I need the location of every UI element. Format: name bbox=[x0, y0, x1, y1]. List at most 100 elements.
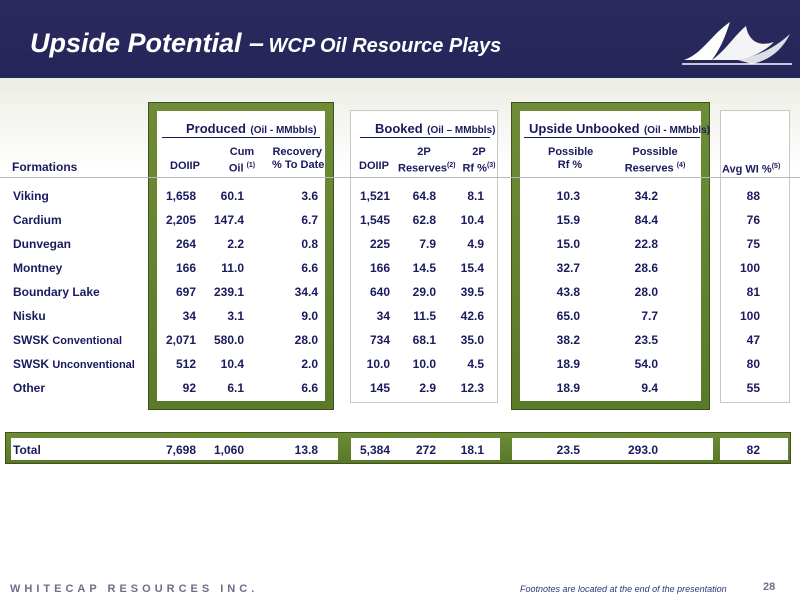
page-title: Upside Potential – WCP Oil Resource Play… bbox=[30, 28, 501, 59]
formation-name: SWSK Unconventional bbox=[13, 357, 135, 371]
recovery-cell: 34.4 bbox=[294, 285, 318, 299]
col-recovery: Recovery % To Date bbox=[272, 146, 325, 171]
recovery-cell: 3.6 bbox=[301, 189, 318, 203]
doiip-cell: 2,205 bbox=[165, 213, 196, 227]
doiip-cell: 34 bbox=[182, 309, 196, 323]
cum-oil-cell: 60.1 bbox=[220, 189, 244, 203]
avg-wi-cell: 81 bbox=[746, 285, 760, 299]
avg-wi-cell: 100 bbox=[739, 261, 760, 275]
possible-rf-cell: 15.9 bbox=[556, 213, 580, 227]
produced-header: Produced (Oil - MMbbls) bbox=[186, 121, 317, 136]
total-recovery: 13.8 bbox=[294, 443, 318, 457]
doiip-cell: 1,658 bbox=[165, 189, 196, 203]
booked-doiip-cell: 1,545 bbox=[359, 213, 390, 227]
formation-name: SWSK Conventional bbox=[13, 333, 123, 347]
possible-rf-cell: 43.8 bbox=[556, 285, 580, 299]
total-possible-rf: 23.5 bbox=[556, 443, 580, 457]
avg-wi-cell: 76 bbox=[746, 213, 760, 227]
cum-oil-cell: 580.0 bbox=[213, 333, 244, 347]
cum-oil-cell: 147.4 bbox=[213, 213, 244, 227]
doiip-cell: 697 bbox=[175, 285, 196, 299]
formation-name: Boundary Lake bbox=[13, 285, 100, 299]
possible-rf-cell: 38.2 bbox=[556, 333, 580, 347]
total-label: Total bbox=[13, 443, 41, 457]
possible-rf-cell: 10.3 bbox=[556, 189, 580, 203]
rf-2p-cell: 12.3 bbox=[460, 381, 484, 395]
possible-reserves-cell: 54.0 bbox=[634, 357, 658, 371]
rf-2p-cell: 4.9 bbox=[467, 237, 484, 251]
total-2p-reserves: 272 bbox=[415, 443, 436, 457]
recovery-cell: 6.6 bbox=[301, 261, 318, 275]
rf-2p-cell: 10.4 bbox=[460, 213, 484, 227]
reserves-2p-cell: 7.9 bbox=[419, 237, 436, 251]
upside-header: Upside Unbooked (Oil - MMbbls) bbox=[529, 121, 711, 136]
possible-reserves-cell: 7.7 bbox=[641, 309, 658, 323]
total-2p-rf: 18.1 bbox=[460, 443, 484, 457]
formation-name: Nisku bbox=[13, 309, 46, 323]
doiip-cell: 92 bbox=[182, 381, 196, 395]
avg-wi-cell: 75 bbox=[746, 237, 760, 251]
possible-reserves-cell: 28.0 bbox=[634, 285, 658, 299]
produced-panel bbox=[148, 102, 334, 410]
booked-doiip-cell: 640 bbox=[369, 285, 390, 299]
recovery-cell: 6.7 bbox=[301, 213, 318, 227]
booked-doiip-cell: 10.0 bbox=[366, 357, 390, 371]
avg-wi-cell: 55 bbox=[746, 381, 760, 395]
col-cum-oil: Cum Oil (1) bbox=[228, 146, 256, 175]
formation-name: Dunvegan bbox=[13, 237, 72, 251]
avg-wi-cell: 88 bbox=[746, 189, 760, 203]
total-row bbox=[5, 432, 791, 464]
possible-rf-cell: 18.9 bbox=[556, 357, 580, 371]
formations-header: Formations bbox=[12, 160, 78, 174]
booked-header: Booked (Oil – MMbbls) bbox=[375, 121, 496, 136]
doiip-cell: 2,071 bbox=[165, 333, 196, 347]
booked-doiip-cell: 34 bbox=[376, 309, 390, 323]
produced-underline bbox=[162, 137, 320, 138]
rf-2p-cell: 8.1 bbox=[467, 189, 484, 203]
possible-reserves-cell: 23.5 bbox=[634, 333, 658, 347]
avg-wi-cell: 100 bbox=[739, 309, 760, 323]
reserves-2p-cell: 64.8 bbox=[412, 189, 436, 203]
cum-oil-cell: 239.1 bbox=[213, 285, 244, 299]
reserves-2p-cell: 11.5 bbox=[413, 309, 436, 323]
cum-oil-cell: 11.0 bbox=[221, 261, 244, 275]
title-banner: Upside Potential – WCP Oil Resource Play… bbox=[0, 0, 800, 78]
possible-reserves-cell: 84.4 bbox=[634, 213, 658, 227]
doiip-cell: 512 bbox=[175, 357, 196, 371]
col-possible-reserves: Possible Reserves (4) bbox=[624, 146, 686, 175]
formation-name: Other bbox=[13, 381, 46, 395]
col-possible-rf: Possible Rf % bbox=[548, 146, 594, 171]
col-avg-wi: Avg WI %(5) bbox=[722, 163, 781, 176]
possible-rf-cell: 18.9 bbox=[556, 381, 580, 395]
page-number: 28 bbox=[763, 581, 776, 593]
col-doiip-booked: DOIIP bbox=[359, 160, 389, 172]
possible-reserves-cell: 28.6 bbox=[634, 261, 658, 275]
rf-2p-cell: 15.4 bbox=[460, 261, 484, 275]
col-doiip-produced: DOIIP bbox=[170, 160, 200, 172]
doiip-cell: 166 bbox=[175, 261, 196, 275]
reserves-2p-cell: 62.8 bbox=[412, 213, 436, 227]
possible-rf-cell: 65.0 bbox=[556, 309, 580, 323]
total-possible-reserves: 293.0 bbox=[627, 443, 658, 457]
total-doiip: 7,698 bbox=[165, 443, 196, 457]
reserves-2p-cell: 10.0 bbox=[412, 357, 436, 371]
possible-reserves-cell: 22.8 bbox=[634, 237, 658, 251]
reserves-2p-cell: 68.1 bbox=[412, 333, 436, 347]
booked-panel bbox=[350, 110, 498, 403]
rf-2p-cell: 42.6 bbox=[460, 309, 484, 323]
reserves-2p-cell: 2.9 bbox=[419, 381, 436, 395]
rf-2p-cell: 4.5 bbox=[467, 357, 484, 371]
cum-oil-cell: 10.4 bbox=[220, 357, 244, 371]
possible-rf-cell: 15.0 bbox=[556, 237, 580, 251]
recovery-cell: 6.6 bbox=[301, 381, 318, 395]
col-2p-rf: 2P Rf %(3) bbox=[462, 146, 496, 175]
rf-2p-cell: 39.5 bbox=[460, 285, 484, 299]
recovery-cell: 28.0 bbox=[294, 333, 318, 347]
page-title-main: Upside Potential – bbox=[30, 28, 265, 58]
col-2p-reserves: 2P Reserves(2) bbox=[398, 146, 456, 175]
page-title-sub: WCP Oil Resource Plays bbox=[268, 35, 502, 57]
possible-rf-cell: 32.7 bbox=[556, 261, 580, 275]
whitecap-logo-icon bbox=[682, 22, 792, 65]
header-separator bbox=[0, 177, 800, 178]
company-name: WHITECAP RESOURCES INC. bbox=[10, 583, 259, 595]
